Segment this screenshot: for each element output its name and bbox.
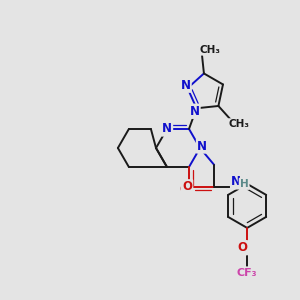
Text: N: N <box>181 79 190 92</box>
Text: O: O <box>179 183 189 196</box>
Text: O: O <box>182 180 192 194</box>
Text: O: O <box>237 241 247 254</box>
Text: N: N <box>197 140 207 152</box>
Text: N: N <box>162 122 172 135</box>
Text: N: N <box>190 105 200 118</box>
Text: N: N <box>231 176 241 188</box>
Text: CH₃: CH₃ <box>229 119 250 129</box>
Text: H: H <box>240 179 248 189</box>
Text: CF₃: CF₃ <box>237 268 257 278</box>
Text: CH₃: CH₃ <box>199 45 220 55</box>
